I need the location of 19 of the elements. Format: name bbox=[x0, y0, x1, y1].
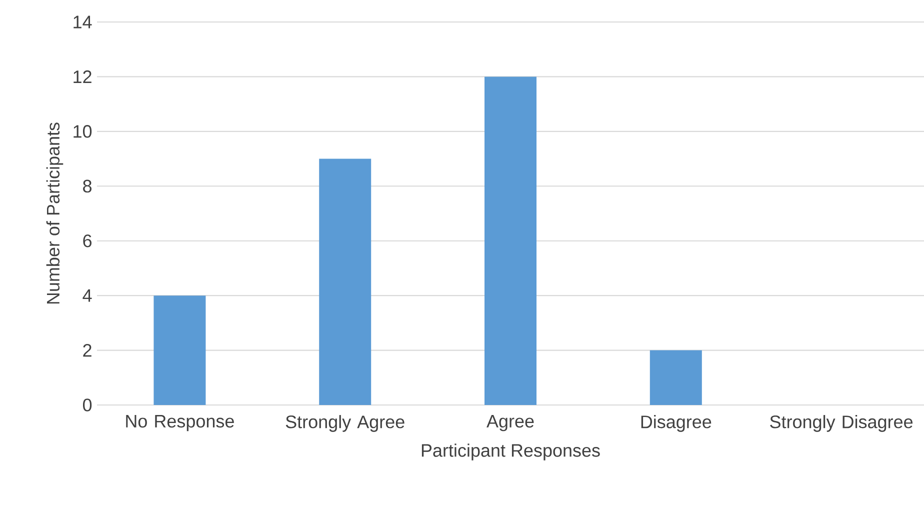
x-tick-label: Strongly Agree bbox=[286, 415, 404, 432]
y-tick-label: 10 bbox=[74, 125, 92, 138]
y-tick-label: 8 bbox=[83, 180, 92, 193]
y-tick-label: 6 bbox=[83, 234, 92, 248]
x-axis-title: Participant Responses bbox=[422, 444, 600, 460]
x-tick-label: Strongly Disagree bbox=[770, 415, 913, 432]
y-tick-label: 0 bbox=[82, 398, 92, 412]
bar bbox=[484, 76, 537, 405]
x-tick-label: Agree bbox=[486, 415, 534, 432]
bar bbox=[650, 350, 702, 405]
y-axis-title: Number of Participants bbox=[46, 122, 64, 304]
x-tick-label: Disagree bbox=[641, 415, 712, 432]
x-tick-label: No Response bbox=[126, 415, 234, 432]
y-tick-label: 4 bbox=[82, 289, 92, 302]
y-tick-label: 14 bbox=[74, 16, 92, 28]
bar bbox=[319, 158, 372, 405]
bar bbox=[154, 296, 206, 405]
y-tick-label: 12 bbox=[74, 70, 92, 83]
y-tick-label: 2 bbox=[83, 344, 92, 357]
